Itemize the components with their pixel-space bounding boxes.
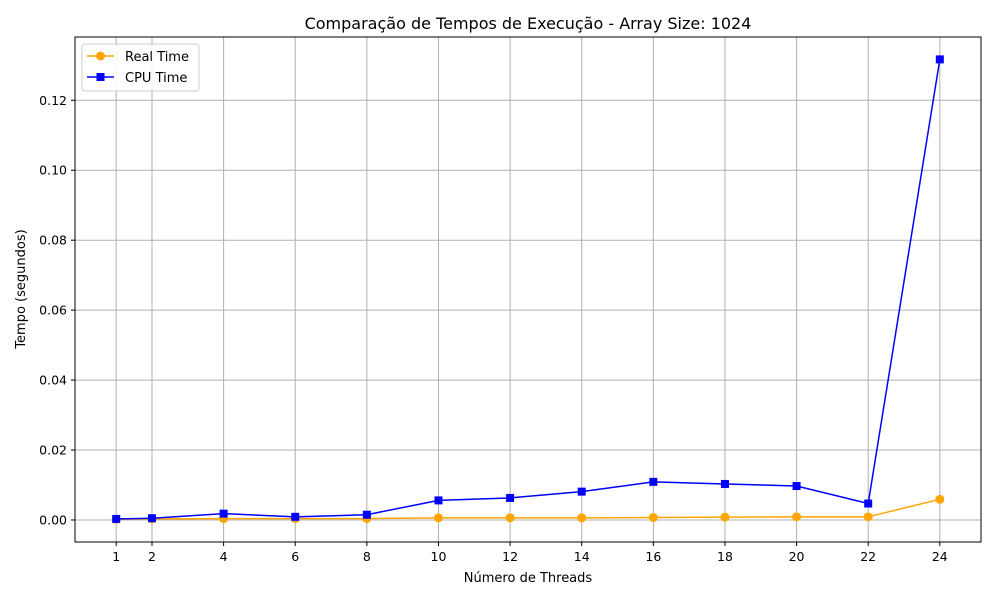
x-tick-label: 6 (291, 549, 299, 564)
y-tick-label: 0.00 (39, 512, 67, 527)
plot-area (75, 37, 981, 542)
legend-marker-cpu-time (96, 73, 105, 81)
data-point-cpu-time (291, 512, 300, 521)
y-axis: 0.00 0.02 0.04 0.06 0.08 0.10 0.12 (39, 93, 75, 527)
series-layer (111, 55, 945, 524)
x-axis: 1 2 4 6 8 10 12 14 16 18 20 22 24 (112, 542, 948, 564)
x-tick-label: 22 (860, 549, 876, 564)
y-axis-title: Tempo (segundos) (14, 229, 29, 349)
y-tick-label: 0.04 (39, 373, 67, 388)
y-tick-label: 0.02 (39, 443, 67, 458)
y-tick-label: 0.12 (39, 93, 67, 108)
data-point-real-time (792, 512, 802, 522)
data-point-real-time (577, 513, 587, 523)
x-tick-label: 16 (645, 549, 661, 564)
data-point-cpu-time (935, 55, 944, 64)
series-cpu-time (112, 55, 944, 523)
data-point-cpu-time (649, 477, 658, 486)
data-point-cpu-time (720, 479, 729, 488)
legend-label-real-time: Real Time (125, 50, 189, 65)
data-point-cpu-time (506, 493, 515, 502)
data-point-real-time (720, 512, 730, 522)
x-tick-label: 4 (220, 549, 228, 564)
legend-label-cpu-time: CPU Time (125, 71, 187, 86)
data-point-cpu-time (219, 509, 228, 518)
data-point-real-time (648, 513, 658, 523)
data-point-cpu-time (362, 510, 371, 519)
x-tick-label: 10 (431, 549, 447, 564)
y-tick-label: 0.06 (39, 303, 67, 318)
data-point-cpu-time (112, 514, 121, 523)
data-point-cpu-time (434, 496, 443, 505)
y-tick-label: 0.08 (39, 233, 67, 248)
data-point-real-time (505, 513, 515, 523)
y-tick-label: 0.10 (39, 163, 67, 178)
legend: Real Time CPU Time (81, 43, 200, 92)
data-point-cpu-time (864, 499, 873, 508)
x-tick-label: 2 (148, 549, 156, 564)
x-tick-label: 14 (574, 549, 590, 564)
x-tick-label: 8 (363, 549, 371, 564)
data-point-real-time (935, 494, 945, 504)
data-point-real-time (433, 513, 443, 523)
x-tick-label: 18 (717, 549, 733, 564)
data-point-cpu-time (147, 514, 156, 523)
x-tick-label: 1 (112, 549, 120, 564)
x-axis-title: Número de Threads (464, 571, 593, 586)
legend-marker-real-time (96, 51, 105, 61)
data-point-cpu-time (792, 482, 801, 491)
grid (75, 37, 981, 542)
plot-frame (74, 36, 982, 543)
x-tick-label: 24 (932, 549, 948, 564)
data-point-cpu-time (577, 487, 586, 496)
chart-title: Comparação de Tempos de Execução - Array… (305, 14, 752, 33)
x-tick-label: 20 (789, 549, 805, 564)
data-point-real-time (863, 512, 873, 522)
x-tick-label: 12 (502, 549, 518, 564)
